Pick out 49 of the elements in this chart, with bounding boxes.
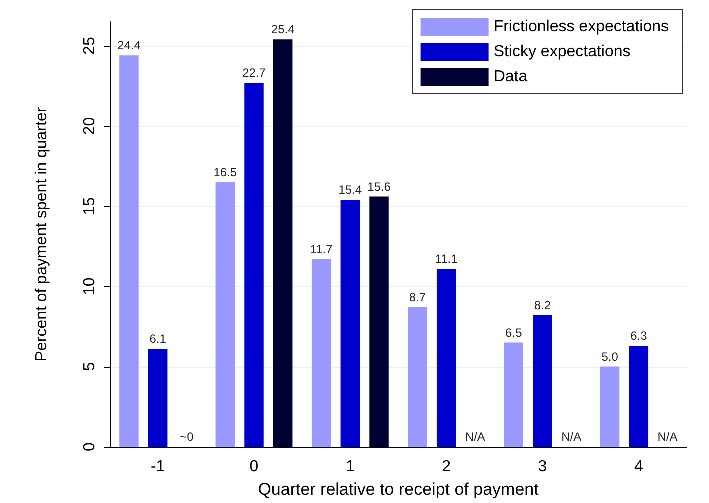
x-tick-label: 4 bbox=[634, 458, 644, 476]
data-label: 11.1 bbox=[435, 252, 458, 266]
y-tick-label: 0 bbox=[82, 442, 98, 452]
y-axis-title: Percent of payment spent in quarter bbox=[34, 106, 50, 362]
data-label: 25.4 bbox=[271, 22, 296, 37]
bar bbox=[340, 200, 360, 447]
text: N/A bbox=[465, 430, 486, 444]
bar bbox=[408, 307, 428, 447]
y-tick-label: 10 bbox=[82, 278, 98, 296]
x-tick-label: 2 bbox=[442, 458, 452, 476]
y-tick-label: 25 bbox=[82, 37, 98, 55]
data-label: 8.2 bbox=[534, 298, 552, 312]
x-tick-label: 1 bbox=[346, 458, 355, 476]
text: ~0 bbox=[180, 430, 194, 444]
x-tick-label: 0 bbox=[250, 458, 259, 476]
bar bbox=[629, 346, 649, 447]
data-label: 6.5 bbox=[506, 326, 523, 340]
data-label: 6.3 bbox=[630, 328, 648, 343]
data-label: 5.0 bbox=[602, 350, 619, 364]
y-tick-label: 15 bbox=[82, 197, 98, 216]
bar bbox=[148, 349, 168, 447]
y-tick-label: 20 bbox=[82, 117, 98, 136]
bar bbox=[436, 268, 456, 447]
data-label: 22.7 bbox=[242, 66, 266, 80]
x-tick-label: 3 bbox=[538, 458, 548, 476]
data-label: 15.4 bbox=[338, 183, 362, 198]
bar bbox=[600, 366, 620, 447]
legend-label: Sticky expectations bbox=[494, 44, 631, 60]
legend-label: Frictionless expectations bbox=[494, 18, 669, 36]
bar bbox=[504, 342, 524, 447]
text: N/A bbox=[562, 430, 582, 444]
x-axis-title: Quarter relative to receipt of payment bbox=[258, 480, 540, 499]
data-label: 24.4 bbox=[118, 38, 142, 53]
data-label: 16.5 bbox=[214, 165, 238, 180]
data-label: 15.6 bbox=[368, 180, 392, 194]
bar bbox=[273, 40, 293, 447]
bar bbox=[312, 259, 332, 447]
y-tick-label: 5 bbox=[82, 362, 98, 372]
legend-label: Data bbox=[494, 68, 528, 86]
bar bbox=[216, 182, 236, 447]
bar bbox=[370, 196, 389, 447]
x-tick-label: -1 bbox=[150, 458, 166, 476]
bar bbox=[120, 56, 139, 447]
bar bbox=[244, 82, 264, 447]
text: N/A bbox=[658, 430, 678, 444]
data-label: 11.7 bbox=[310, 242, 334, 256]
data-label: 8.7 bbox=[409, 290, 426, 304]
bar bbox=[533, 315, 552, 447]
data-label: 6.1 bbox=[150, 332, 167, 346]
